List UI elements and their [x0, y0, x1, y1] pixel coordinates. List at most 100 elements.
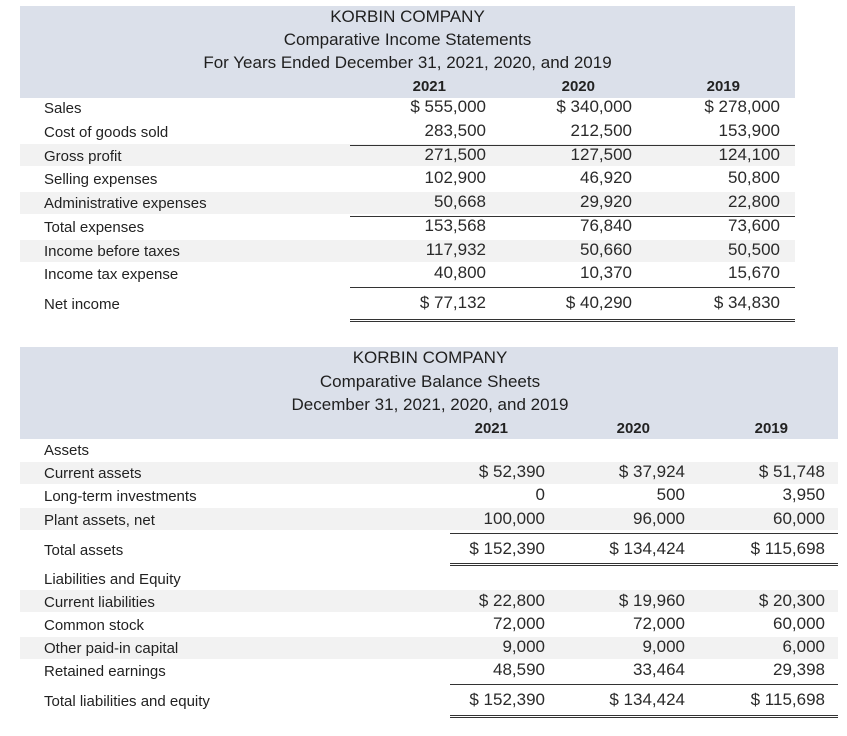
balance-value-2021: 9,000: [502, 637, 545, 656]
balance-value-2020: 72,000: [633, 614, 685, 633]
balance-value-2020: 96,000: [633, 509, 685, 528]
balance-value-2020: 500: [656, 485, 685, 504]
balance-section-heading: Liabilities and Equity: [44, 571, 181, 588]
income-row-stripe: [20, 240, 795, 262]
balance-subtotal-rule: [450, 533, 838, 534]
income-value-2021: 283,500: [424, 121, 486, 140]
balance-value-2019: 60,000: [773, 509, 825, 528]
income-value-2019: $ 278,000: [704, 97, 780, 116]
income-value-2021: 271,500: [424, 145, 486, 164]
income-period: For Years Ended December 31, 2021, 2020,…: [203, 53, 612, 72]
income-value-2020: 50,660: [580, 240, 632, 259]
income-row-label: Income tax expense: [44, 266, 179, 283]
income-value-2019: 15,670: [728, 263, 780, 282]
income-value-2019: 153,900: [718, 121, 780, 140]
income-value-2021: $ 77,132: [419, 293, 486, 312]
income-statement-title: Comparative Income Statements: [283, 30, 532, 49]
balance-row-label: Total assets: [44, 542, 124, 559]
balance-year-2019: 2019: [754, 420, 788, 437]
income-row-label: Sales: [44, 100, 82, 117]
income-row-stripe: [20, 144, 795, 166]
balance-value-2019: 29,398: [773, 660, 825, 679]
balance-row-label: Other paid-in capital: [44, 640, 179, 657]
balance-row-label: Current liabilities: [44, 594, 155, 611]
balance-total-double-rule: [450, 715, 838, 718]
income-value-2021: 50,668: [434, 192, 486, 211]
balance-value-2020: 33,464: [633, 660, 685, 679]
balance-value-2020: $ 19,960: [618, 591, 685, 610]
balance-year-2021: 2021: [474, 420, 508, 437]
balance-row-label: Long-term investments: [44, 488, 197, 505]
balance-year-2020: 2020: [616, 420, 650, 437]
income-total-double-rule: [350, 319, 795, 322]
balance-row-label: Total liabilities and equity: [44, 693, 210, 710]
income-value-2020: $ 340,000: [556, 97, 632, 116]
balance-row-label: Current assets: [44, 465, 142, 482]
balance-value-2019: $ 20,300: [758, 591, 825, 610]
income-row-label: Gross profit: [44, 148, 122, 165]
income-value-2021: 40,800: [434, 263, 486, 282]
income-row-label: Total expenses: [44, 219, 145, 236]
balance-value-2021: $ 22,800: [478, 591, 545, 610]
balance-subtotal-rule: [450, 684, 838, 685]
balance-value-2020: $ 134,424: [609, 690, 685, 709]
balance-row-stripe: [20, 508, 838, 530]
balance-value-2019: 60,000: [773, 614, 825, 633]
balance-row-label: Retained earnings: [44, 663, 166, 680]
balance-value-2020: $ 37,924: [618, 462, 685, 481]
balance-value-2019: $ 115,698: [750, 690, 825, 709]
income-value-2020: 212,500: [570, 121, 632, 140]
income-value-2021: 117,932: [425, 240, 486, 259]
income-subtotal-rule: [350, 145, 795, 146]
balance-value-2021: $ 52,390: [478, 462, 545, 481]
balance-row-label: Plant assets, net: [44, 512, 155, 529]
income-row-label: Cost of goods sold: [44, 124, 169, 141]
balance-row-label: Common stock: [44, 617, 145, 634]
income-value-2020: 46,920: [580, 168, 632, 187]
balance-value-2021: 0: [535, 485, 545, 504]
balance-value-2019: $ 51,748: [758, 462, 825, 481]
income-value-2019: 50,500: [728, 240, 780, 259]
income-year-2021: 2021: [412, 78, 446, 95]
income-row-label: Administrative expenses: [44, 195, 207, 212]
balance-value-2021: 72,000: [493, 614, 545, 633]
balance-value-2021: $ 152,390: [469, 539, 545, 558]
income-value-2019: 50,800: [728, 168, 780, 187]
income-value-2021: $ 555,000: [410, 97, 486, 116]
income-year-2019: 2019: [706, 78, 740, 95]
balance-value-2020: $ 134,424: [609, 539, 685, 558]
income-value-2020: 10,370: [580, 263, 632, 282]
income-row-label: Income before taxes: [44, 243, 180, 260]
balance-value-2020: 9,000: [642, 637, 685, 656]
income-subtotal-rule: [350, 216, 795, 217]
balance-value-2021: 48,590: [493, 660, 545, 679]
balance-value-2021: $ 152,390: [469, 690, 545, 709]
income-header-band: [20, 6, 795, 98]
balance-statement-title: Comparative Balance Sheets: [319, 372, 541, 391]
income-year-2020: 2020: [561, 78, 595, 95]
income-value-2020: 29,920: [580, 192, 632, 211]
income-value-2021: 153,568: [424, 216, 486, 235]
income-company-name: KORBIN COMPANY: [330, 7, 485, 26]
balance-row-stripe: [20, 637, 838, 659]
income-subtotal-rule: [350, 287, 795, 288]
balance-total-double-rule: [450, 563, 838, 566]
income-row-label: Selling expenses: [44, 171, 158, 188]
income-value-2021: 102,900: [424, 168, 486, 187]
balance-header-band: [20, 347, 838, 439]
income-value-2020: $ 40,290: [565, 293, 632, 312]
income-row-stripe: [20, 192, 795, 214]
balance-row-stripe: [20, 590, 838, 612]
balance-period: December 31, 2021, 2020, and 2019: [291, 395, 569, 414]
balance-value-2021: 100,000: [483, 509, 545, 528]
income-value-2020: 127,500: [570, 145, 632, 164]
balance-section-heading: Assets: [44, 442, 90, 459]
balance-row-stripe: [20, 462, 838, 484]
income-value-2019: 73,600: [728, 216, 780, 235]
income-value-2019: 22,800: [728, 192, 780, 211]
income-value-2020: 76,840: [580, 216, 632, 235]
balance-value-2019: 3,950: [782, 485, 825, 504]
income-row-label: Net income: [44, 296, 120, 313]
income-value-2019: 124,100: [718, 145, 780, 164]
balance-value-2019: 6,000: [782, 637, 825, 656]
